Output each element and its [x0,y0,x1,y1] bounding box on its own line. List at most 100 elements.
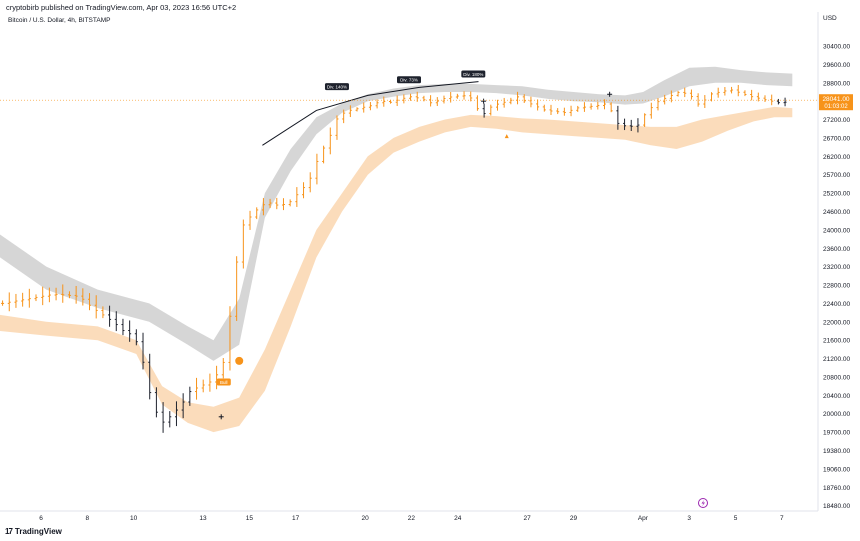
candle [27,288,31,308]
candle [542,104,546,112]
y-tick-label: 30400.00 [823,44,850,51]
candle [629,119,633,131]
candle [442,95,446,104]
annotation-label: Div. 73% [400,78,418,83]
y-tick-label: 26200.00 [823,154,850,161]
y-tick-label: 27200.00 [823,117,850,124]
candle [302,182,306,199]
candle [783,97,787,107]
x-tick-label: 22 [408,515,416,522]
candle [188,386,192,406]
candle [562,107,566,116]
candle [536,99,540,111]
x-tick-label: 6 [39,515,43,522]
x-tick-label: 29 [570,515,578,522]
candles [1,85,787,433]
candle [656,98,660,111]
x-tick-label: 15 [246,515,254,522]
annotation-label: Bull [220,380,228,385]
candle [34,294,38,302]
candle [743,90,747,97]
candle [529,96,533,108]
candle [402,94,406,104]
candle [74,285,78,304]
candle [328,127,332,155]
tradingview-brand[interactable]: 17 TradingView [5,527,62,536]
candle [101,306,105,319]
candle [288,199,292,207]
x-tick-label: 3 [687,515,691,522]
candle [770,94,774,106]
tradingview-logo-icon: 17 [5,527,13,536]
candle [94,295,98,319]
candle [435,97,439,107]
candle [703,95,707,109]
candle [676,90,680,97]
publisher-line: cryptobirb published on TradingView.com,… [6,3,237,12]
y-tick-label: 24600.00 [823,209,850,216]
candle [195,377,199,400]
y-tick-label: 26700.00 [823,135,850,142]
bar-countdown: 01:03:02 [824,104,848,110]
candle [47,287,51,303]
annotation-label-bg [216,378,231,386]
indicator-bands [0,66,793,433]
y-tick-label: 18760.00 [823,485,850,492]
candle [121,318,125,336]
y-tick-label: 22400.00 [823,301,850,308]
candle [395,95,399,107]
candle [141,332,145,370]
candle [616,105,620,130]
candle [281,198,285,211]
candle [776,98,780,105]
candle [482,103,486,118]
y-tick-label: 19380.00 [823,448,850,455]
candle [422,95,426,102]
y-tick-label: 22800.00 [823,283,850,290]
x-tick-label: 24 [454,515,462,522]
candle [315,153,319,185]
candle [248,210,252,230]
candle [469,91,473,102]
candle [168,411,172,428]
candle [235,256,239,321]
candle [215,365,219,390]
y-tick-label: 29600.00 [823,62,850,69]
candle [322,145,326,164]
time-axis: 6 8 10 13 15 17 20 22 24 27 29 Apr 3 5 7 [0,510,818,522]
candle [522,94,526,104]
candle [41,286,45,306]
y-tick-label: 22000.00 [823,319,850,326]
candle [7,292,11,312]
candle [455,93,459,99]
candle [275,197,279,210]
candle [255,207,259,220]
candle [148,353,152,400]
price-axis-unit: USD [823,15,837,22]
y-tick-label: 21200.00 [823,356,850,363]
candle [696,93,700,107]
candle [489,104,493,116]
candle [241,219,245,269]
candle [295,187,299,207]
candle [509,97,513,105]
candle [221,358,225,379]
candle [81,288,85,306]
last-price-value: 28041.00 [822,96,849,103]
candle [375,99,379,109]
orange-band [0,106,793,433]
y-tick-label: 20400.00 [823,393,850,400]
candle [716,87,720,98]
candle [21,292,25,307]
candle [730,86,734,94]
y-tick-label: 24000.00 [823,227,850,234]
candle [643,113,647,127]
overlay-annotations: Div. 140% Div. 73% Div. 180% Bull [216,70,708,508]
candle [602,99,606,110]
candle [569,105,573,117]
candle [663,94,667,105]
candle [756,92,760,102]
candle [368,102,372,111]
candle [335,115,339,140]
